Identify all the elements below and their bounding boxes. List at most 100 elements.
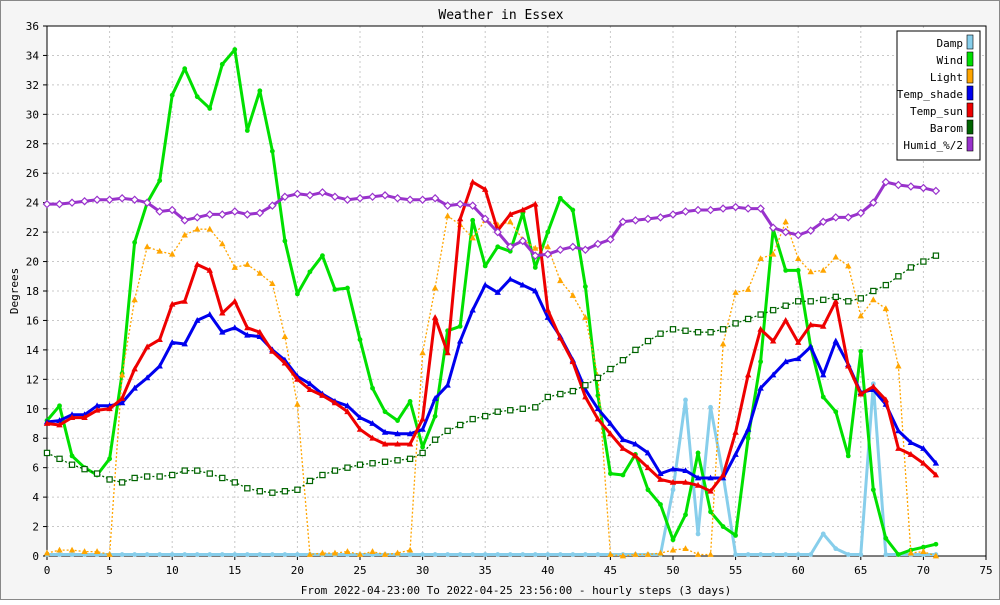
data-point-humid-2 (781, 227, 790, 237)
data-point-light (882, 305, 890, 312)
data-point-temp-shade (444, 381, 451, 388)
data-point-humid-2 (894, 180, 903, 190)
x-tick-label: 40 (541, 564, 554, 577)
data-point-temp-sun (845, 362, 852, 369)
data-point-light (845, 262, 852, 269)
data-point-barom (682, 327, 689, 334)
data-point-light (807, 268, 814, 275)
data-point-barom (669, 326, 677, 333)
data-point-damp (520, 552, 526, 557)
legend-swatch (966, 68, 974, 84)
data-point-wind (645, 487, 651, 493)
data-point-temp-shade (682, 467, 689, 474)
data-point-barom (732, 320, 739, 327)
data-point-light (719, 340, 727, 347)
data-point-temp-sun (256, 328, 264, 335)
data-point-wind (820, 394, 826, 400)
data-point-humid-2 (205, 210, 215, 219)
data-point-barom (719, 326, 727, 333)
data-point-temp-sun (419, 415, 426, 422)
data-point-temp-shade (68, 411, 76, 418)
data-point-barom (344, 464, 351, 471)
series-humid-2 (42, 177, 941, 260)
data-point-temp-sun (306, 386, 314, 393)
data-point-light (156, 247, 163, 254)
data-point-temp-sun (744, 371, 752, 378)
data-point-light (732, 289, 739, 295)
data-point-temp-sun (857, 390, 864, 397)
data-point-light (219, 240, 226, 247)
data-point-temp-sun (532, 200, 539, 207)
data-point-light (532, 244, 539, 251)
data-point-temp-sun (607, 430, 614, 437)
data-point-temp-sun (769, 337, 777, 344)
data-point-light (569, 292, 577, 298)
data-point-wind (182, 66, 188, 72)
data-point-barom (169, 471, 176, 479)
legend-label: Light (930, 71, 963, 84)
data-point-temp-shade (832, 337, 839, 344)
data-point-barom (469, 415, 476, 423)
data-point-temp-sun (707, 487, 714, 494)
data-point-barom (43, 449, 51, 457)
data-point-damp (745, 552, 751, 557)
data-point-light (895, 362, 902, 369)
data-point-damp (770, 552, 776, 557)
data-point-barom (143, 473, 151, 480)
data-point-temp-sun (456, 215, 464, 222)
data-point-temp-sun (106, 405, 113, 412)
data-point-temp-sun (907, 451, 915, 457)
data-point-wind (169, 92, 175, 98)
data-point-barom (845, 298, 852, 305)
data-point-temp-sun (181, 297, 188, 304)
data-point-temp-shade (306, 380, 314, 387)
data-point-barom (832, 293, 839, 301)
data-point-temp-sun (820, 322, 827, 329)
data-point-light (431, 284, 439, 291)
data-point-temp-sun (219, 309, 226, 316)
data-point-barom (456, 421, 464, 429)
data-point-humid-2 (543, 249, 553, 259)
data-point-barom (356, 461, 364, 468)
data-point-temp-sun (81, 414, 88, 421)
data-point-damp (445, 552, 451, 557)
data-point-humid-2 (906, 182, 916, 191)
data-point-wind (557, 195, 563, 201)
data-point-temp-shade (143, 374, 151, 381)
data-point-humid-2 (568, 242, 578, 252)
data-point-light (406, 546, 414, 553)
data-point-wind (795, 267, 801, 273)
data-point-temp-sun (544, 306, 551, 313)
y-tick-label: 8 (32, 432, 39, 445)
data-point-light (419, 349, 426, 356)
data-point-temp-sun (632, 452, 639, 459)
data-point-humid-2 (756, 204, 765, 213)
data-point-temp-shade (206, 311, 213, 317)
y-tick-label: 16 (26, 314, 39, 327)
data-point-temp-sun (131, 365, 138, 372)
data-point-humid-2 (606, 235, 615, 244)
data-point-wind (382, 409, 388, 415)
data-point-barom (381, 458, 389, 465)
data-point-temp-sun (406, 440, 414, 447)
data-point-light (820, 266, 827, 273)
data-point-humid-2 (393, 194, 402, 203)
data-point-light (56, 546, 63, 553)
data-point-temp-shade (456, 337, 464, 344)
data-point-humid-2 (255, 208, 265, 218)
x-axis-label: From 2022-04-23:00 To 2022-04-25 23:56:0… (301, 584, 731, 597)
data-point-temp-sun (657, 476, 664, 482)
data-point-wind (582, 284, 588, 289)
data-point-damp (420, 552, 425, 557)
data-point-temp-sun (870, 383, 877, 390)
data-point-wind (758, 359, 764, 365)
data-point-temp-shade (381, 428, 389, 435)
data-point-damp (532, 552, 538, 557)
data-point-light (43, 549, 51, 556)
data-point-temp-sun (444, 349, 451, 356)
data-point-damp (708, 404, 713, 410)
data-point-light (169, 250, 176, 257)
data-point-light (118, 371, 126, 378)
data-point-light (832, 253, 839, 260)
